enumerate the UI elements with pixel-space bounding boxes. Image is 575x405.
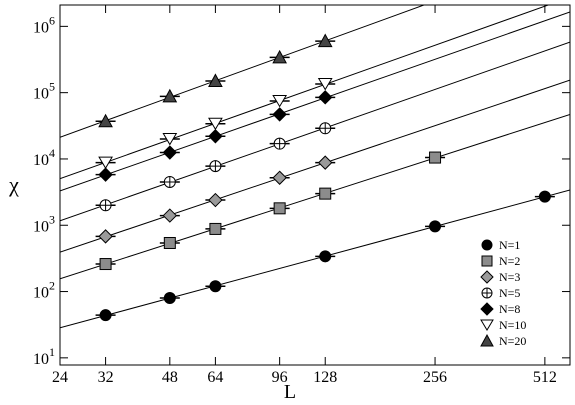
fit-line <box>60 41 570 222</box>
y-tick-base: 10 <box>33 351 49 368</box>
point <box>480 302 494 316</box>
y-tick-base: 10 <box>33 285 49 302</box>
y-tick-exponent: 4 <box>49 146 55 160</box>
point-cross <box>482 288 492 298</box>
fit-line <box>60 5 426 138</box>
y-tick-label: 105 <box>33 80 55 103</box>
point <box>481 239 493 251</box>
point <box>208 192 223 208</box>
fit-line <box>60 5 550 180</box>
legend-label: N=20 <box>499 334 526 348</box>
y-tick-exponent: 2 <box>49 279 55 293</box>
point <box>208 117 223 131</box>
point <box>208 73 223 87</box>
point <box>162 208 178 223</box>
point <box>99 199 112 212</box>
y-tick-base: 10 <box>33 218 49 235</box>
point <box>480 333 494 347</box>
y-tick-label: 104 <box>33 146 55 169</box>
point <box>98 156 113 170</box>
fit-line <box>60 113 570 280</box>
point <box>480 270 494 284</box>
legend-label: N=10 <box>499 318 526 332</box>
point <box>317 78 333 91</box>
point <box>98 113 113 128</box>
legend-label: N=5 <box>499 286 520 300</box>
point <box>319 250 332 263</box>
point-cross <box>209 160 221 172</box>
y-tick-label: 101 <box>33 345 55 368</box>
x-tick-label: 512 <box>533 369 557 386</box>
point <box>480 319 494 331</box>
point <box>99 258 112 271</box>
point <box>162 132 178 146</box>
point <box>272 170 287 185</box>
point <box>481 287 493 299</box>
y-tick-base: 10 <box>33 152 49 169</box>
point <box>272 49 287 64</box>
point <box>273 202 286 215</box>
point <box>209 280 222 293</box>
point <box>208 129 223 144</box>
x-tick-label: 48 <box>162 369 178 386</box>
fit-lines <box>60 5 570 329</box>
y-tick-exponent: 3 <box>49 212 55 226</box>
point <box>272 94 288 108</box>
point <box>429 151 442 164</box>
y-tick-label: 106 <box>33 13 55 36</box>
point <box>209 222 222 235</box>
point <box>209 160 222 173</box>
y-tick-exponent: 6 <box>49 13 55 27</box>
point <box>272 107 287 122</box>
point <box>429 220 442 233</box>
y-tick-exponent: 5 <box>49 80 55 94</box>
point <box>163 291 176 304</box>
point <box>319 122 332 135</box>
y-tick-base: 10 <box>33 86 49 103</box>
x-tick-label: 128 <box>313 369 337 386</box>
point <box>98 229 113 244</box>
point <box>318 155 333 170</box>
legend-label: N=3 <box>499 270 520 284</box>
point-cross <box>319 122 331 134</box>
x-tick-label: 64 <box>207 369 223 386</box>
x-tick-label: 256 <box>423 369 447 386</box>
point-cross <box>100 199 112 211</box>
point <box>98 167 113 182</box>
legend-label: N=2 <box>499 254 520 268</box>
plot-frame <box>59 4 571 366</box>
point-cross <box>274 138 286 150</box>
y-tick-label: 102 <box>33 279 55 302</box>
legend-label: N=8 <box>499 302 520 316</box>
x-axis-label: L <box>284 381 296 403</box>
y-tick-label: 103 <box>33 212 55 235</box>
fit-line <box>60 11 570 192</box>
point <box>318 90 333 105</box>
point <box>163 175 176 188</box>
point <box>163 236 176 249</box>
point <box>273 137 286 150</box>
fit-line <box>60 189 570 329</box>
x-tick-label: 96 <box>272 369 288 386</box>
x-tick-label: 24 <box>52 369 68 386</box>
point <box>319 187 332 200</box>
legend-label: N=1 <box>499 238 520 252</box>
point <box>538 190 551 203</box>
x-tick-label: 32 <box>98 369 114 386</box>
y-tick-base: 10 <box>33 19 49 36</box>
y-axis-label: χ <box>8 172 19 197</box>
point <box>99 309 112 322</box>
point <box>162 145 178 160</box>
point-cross <box>164 176 176 188</box>
point <box>162 88 178 103</box>
point <box>481 255 493 267</box>
point <box>317 33 333 48</box>
fit-line <box>60 79 570 253</box>
y-tick-exponent: 1 <box>49 345 55 359</box>
